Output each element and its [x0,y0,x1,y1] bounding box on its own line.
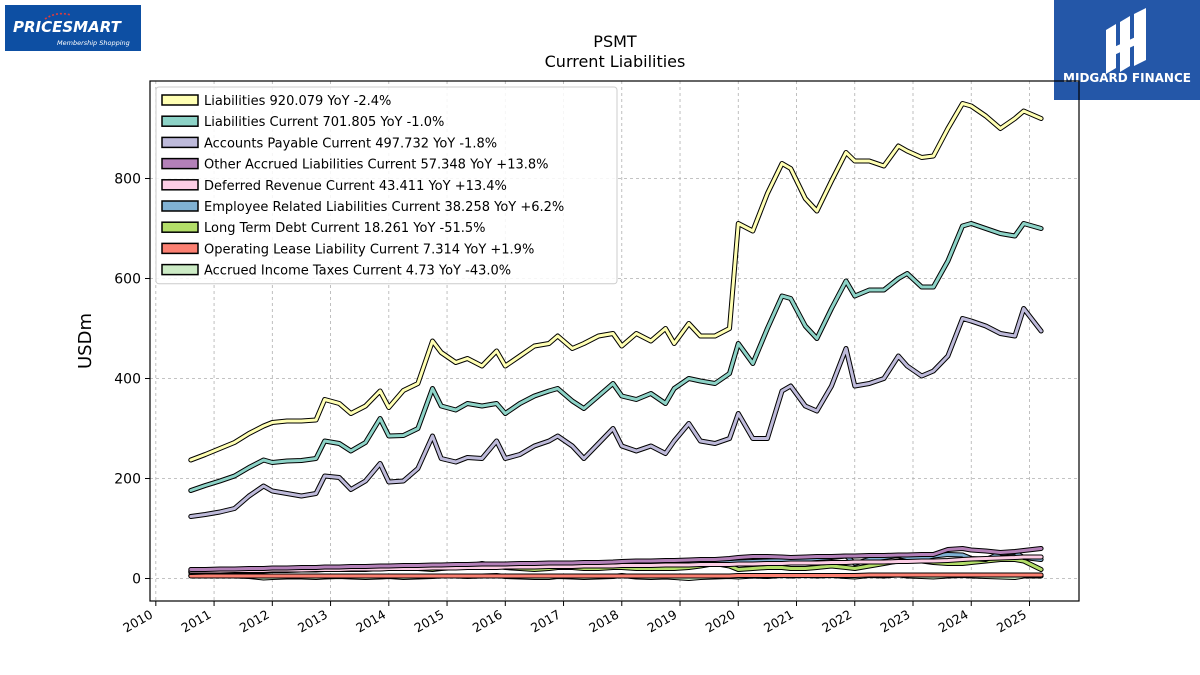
legend-entry: Other Accrued Liabilities Current 57.348… [204,158,549,173]
legend-swatch [161,157,199,170]
y-tick-label: 400 [114,372,141,388]
plot-frame [149,80,1080,602]
legend-swatch [161,263,199,276]
legend-entry: Long Term Debt Current 18.261 YoY -51.5% [204,221,486,236]
x-tick-label: 2015 [411,607,446,636]
legend-swatch [161,115,199,127]
chart-subtitle: Current Liabilities [545,52,686,71]
x-tick-label: 2014 [353,607,388,636]
x-tick-label: 2016 [470,607,505,636]
x-tick-label: 2021 [761,607,796,636]
y-tick-label: 200 [114,472,141,488]
legend-swatch [161,179,199,191]
x-tick-label: 2017 [528,607,563,636]
y-tick-label: 800 [114,172,141,188]
legend-entry: Operating Lease Liability Current 7.314 … [204,242,534,257]
series-line [189,102,1043,462]
x-tick-label: 2024 [936,607,971,636]
midgard-logo-mark [1106,8,1146,74]
pricesmart-logo-graphic: PRICESMART Membership Shopping [13,12,130,47]
x-tick-label: 2013 [295,607,330,636]
chart-series [188,101,1044,581]
x-tick-label: 2025 [994,607,1029,636]
pricesmart-logo-tagline: Membership Shopping [57,39,130,47]
x-tick-label: 2019 [644,607,679,636]
series-line [189,573,1043,578]
pricesmart-logo-arc [44,12,72,20]
x-tick-label: 2010 [120,607,155,636]
midgard-logo-wordmark: MIDGARD FINANCE [1063,71,1191,85]
legend-entry: Employee Related Liabilities Current 38.… [204,200,564,215]
pricesmart-logo: PRICESMART Membership Shopping [5,5,141,51]
legend-swatch [161,242,199,255]
legend-swatch [161,136,199,149]
series-line [189,222,1043,492]
legend-swatch [161,94,199,106]
chart-title: PSMT [593,32,637,51]
midgard-finance-logo-graphic: MIDGARD FINANCE [1063,8,1191,85]
legend-entry: Deferred Revenue Current 43.411 YoY +13.… [204,179,507,194]
x-tick-label: 2012 [237,607,272,636]
legend-box [155,86,618,285]
y-tick-label: 600 [114,272,141,288]
legend-swatch [161,221,199,233]
y-axis-label: USDm [75,313,96,369]
series-line [189,307,1043,518]
legend-entry: Accrued Income Taxes Current 4.73 YoY -4… [204,264,511,279]
legend-swatch [161,200,199,212]
pricesmart-logo-wordmark: PRICESMART [13,18,123,36]
y-tick-label: 0 [132,572,141,588]
chart-legend: Liabilities 920.079 YoY -2.4% Liabilities… [155,86,618,285]
legend-entry: Liabilities 920.079 YoY -2.4% [204,94,391,109]
x-tick-label: 2023 [877,607,912,636]
series-line [189,547,1043,571]
legend-entry: Accounts Payable Current 497.732 YoY -1.… [204,136,497,151]
x-tick-label: 2020 [703,607,738,636]
midgard-finance-logo: MIDGARD FINANCE [1054,0,1200,100]
legend-entry: Liabilities Current 701.805 YoY -1.0% [204,115,444,130]
x-tick-label: 2018 [586,607,621,636]
x-tick-label: 2011 [179,607,214,636]
x-tick-label: 2022 [819,607,854,636]
